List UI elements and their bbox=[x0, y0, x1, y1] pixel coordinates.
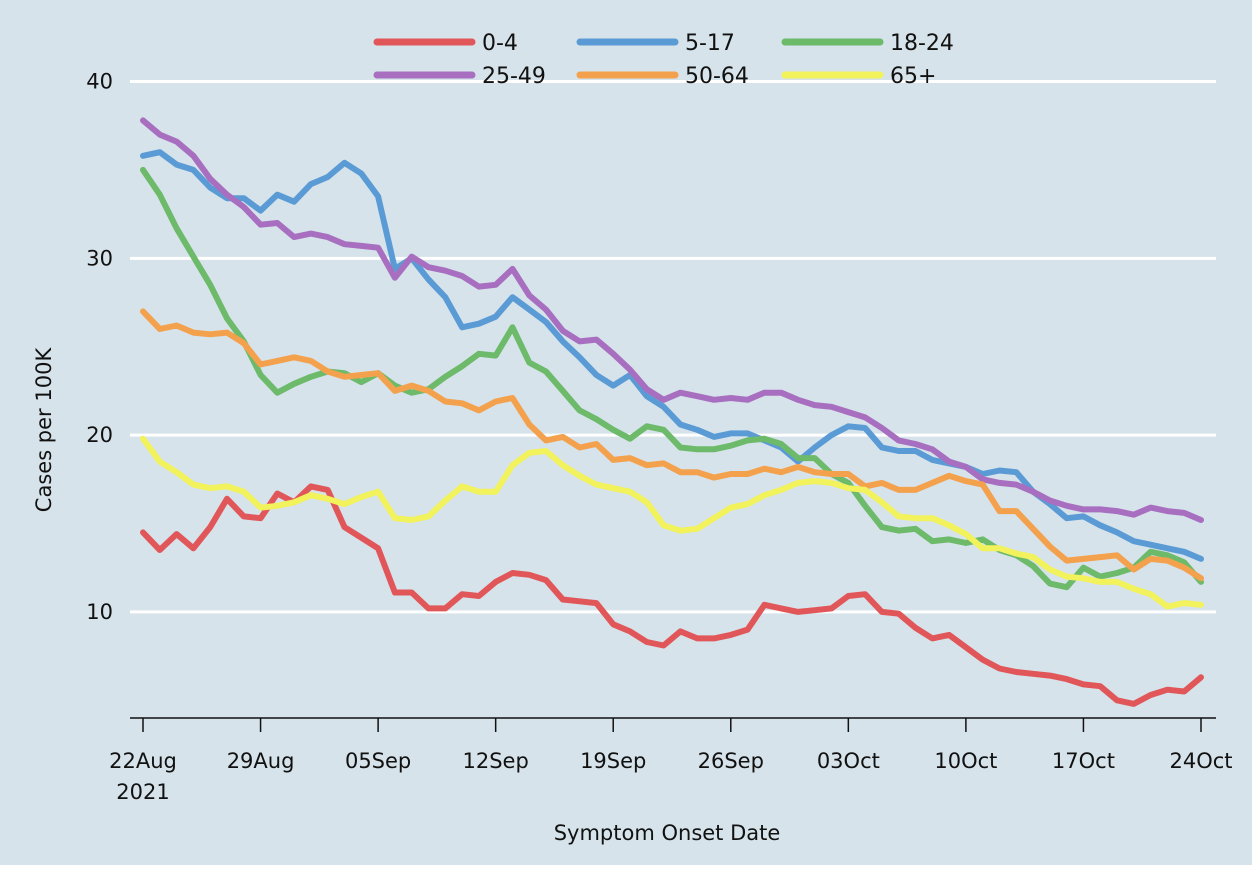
series-line-65+ bbox=[140, 435, 1204, 610]
y-axis-title: Cases per 100K bbox=[32, 347, 56, 513]
x-tick-label-12Sep: 12Sep bbox=[463, 749, 529, 773]
series-line-50-64 bbox=[140, 308, 1204, 582]
x-tick-label-19Sep: 19Sep bbox=[580, 749, 646, 773]
series-line-25-49 bbox=[140, 117, 1204, 523]
x-tick-label-24Oct: 24Oct bbox=[1169, 749, 1232, 773]
axes: 10 20 30 40 22Aug 2021 29Aug 05Sep 12Sep 19Sep 26S… bbox=[86, 70, 1232, 804]
x-tick-sublabel-2021: 2021 bbox=[116, 780, 169, 804]
legend-label-18-24: 18-24 bbox=[890, 31, 954, 56]
legend-label-65+: 65+ bbox=[890, 64, 936, 89]
gridlines bbox=[130, 80, 1216, 614]
y-tick-label-20: 20 bbox=[86, 423, 113, 447]
x-tick-label-22Aug: 22Aug bbox=[109, 749, 177, 773]
x-tick-label-03Oct: 03Oct bbox=[817, 749, 880, 773]
legend-label-5-17: 5-17 bbox=[685, 31, 735, 56]
x-tick-label-10Oct: 10Oct bbox=[934, 749, 997, 773]
legend-label-50-64: 50-64 bbox=[685, 64, 749, 89]
y-tick-label-10: 10 bbox=[86, 600, 113, 624]
series-lines bbox=[140, 117, 1204, 707]
x-tick-label-17Oct: 17Oct bbox=[1052, 749, 1115, 773]
x-tick-label-29Aug: 29Aug bbox=[227, 749, 295, 773]
series-line-0-4 bbox=[140, 483, 1204, 707]
x-tick-label-05Sep: 05Sep bbox=[345, 749, 411, 773]
legend-label-25-49: 25-49 bbox=[482, 64, 546, 89]
series-line-18-24 bbox=[140, 166, 1204, 591]
y-tick-label-40: 40 bbox=[86, 70, 113, 94]
legend-label-0-4: 0-4 bbox=[482, 31, 518, 56]
y-tick-label-30: 30 bbox=[86, 246, 113, 270]
series-line-5-17 bbox=[140, 149, 1204, 562]
legend: 0-4 5-17 18-24 25-49 50-64 65+ bbox=[373, 31, 954, 89]
x-axis-title: Symptom Onset Date bbox=[554, 821, 781, 845]
x-tick-label-26Sep: 26Sep bbox=[698, 749, 764, 773]
